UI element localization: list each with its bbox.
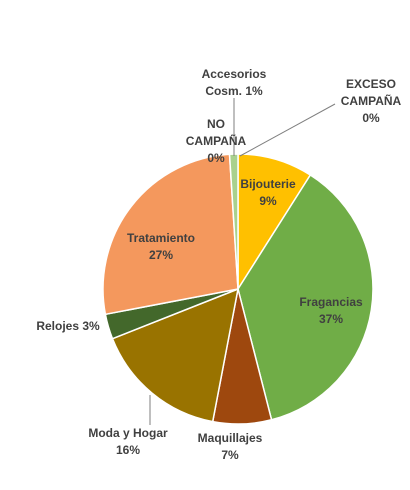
slice-label-moda-y-hogar: Moda y Hogar 16%: [88, 426, 168, 457]
pie-slice-moda-y-hogar: [111, 288, 239, 423]
leader-lines: [149, 98, 336, 425]
pie-slices: [102, 153, 374, 425]
slice-label-no-campana: NO CAMPAÑA 0%: [186, 117, 247, 165]
slice-label-bijouterie: Bijouterie 9%: [240, 177, 296, 208]
slice-label-exceso-campana: EXCESO CAMPAÑA 0%: [341, 77, 402, 125]
pie-slice-tratamiento: [102, 153, 239, 316]
slice-labels: Bijouterie 9% Fragancias 37% Maquillajes 7% Mo…: [36, 67, 401, 462]
slice-label-fragancias: Fragancias 37%: [299, 295, 363, 326]
slice-label-accesorios-cosm: Accesorios Cosm. 1%: [202, 67, 267, 98]
slice-label-relojes: Relojes 3%: [36, 319, 100, 333]
slice-label-maquillajes: Maquillajes 7%: [198, 431, 263, 462]
slice-label-tratamiento: Tratamiento 27%: [127, 231, 195, 262]
leader-line-exceso-campana: [239, 103, 336, 157]
pie-slice-fragancias: [237, 174, 374, 421]
